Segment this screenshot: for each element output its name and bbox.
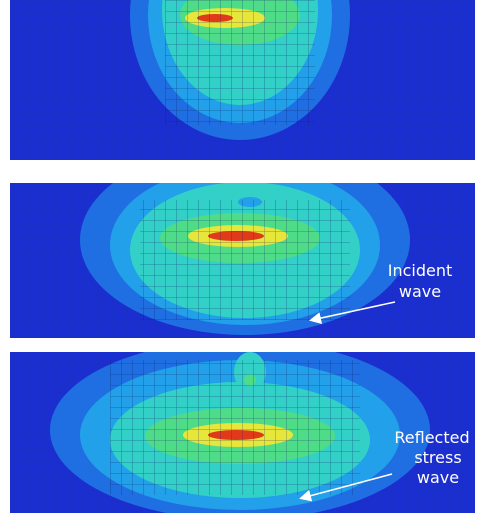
annotation-text: Reflected [394,428,469,447]
contour-panel [10,340,475,513]
annotation-text: Incident [388,261,453,280]
annotation-text: wave [399,282,441,301]
contour-panel [10,0,475,160]
figure: Incident wave Reflected stress wave [0,0,483,513]
annotation-text: stress [414,448,461,467]
contour-panel [10,145,475,338]
annotation-text: wave [417,468,459,487]
